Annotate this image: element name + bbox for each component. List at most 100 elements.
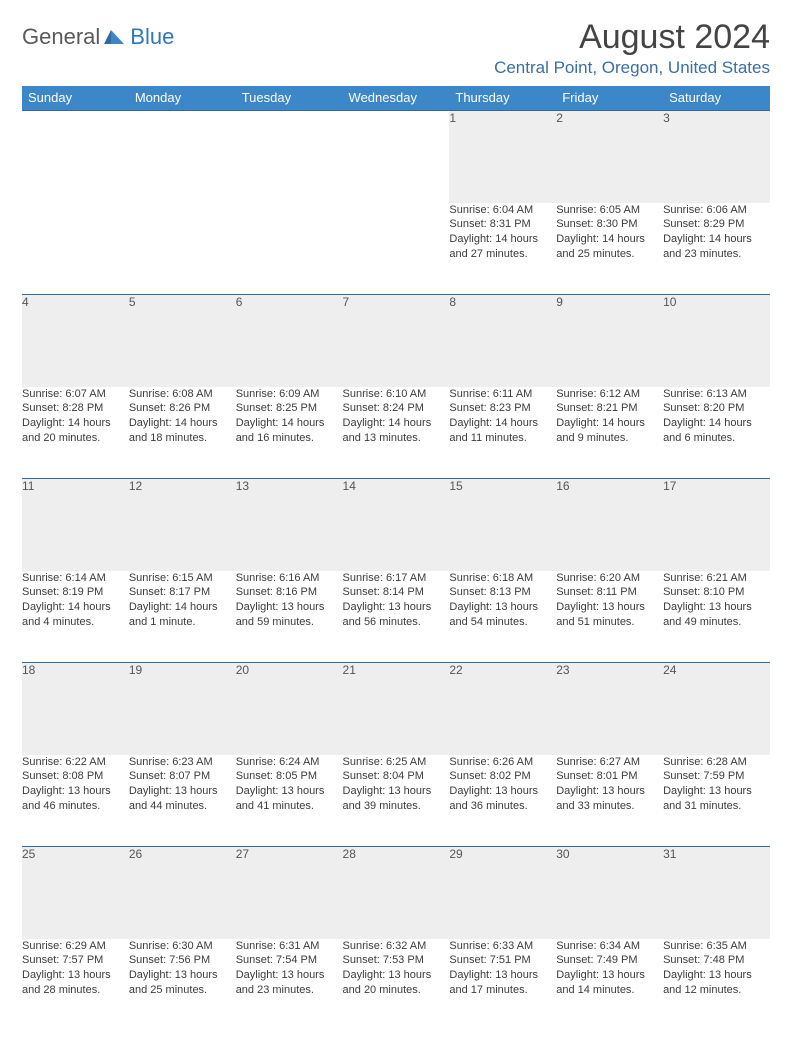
calendar-page: General Blue August 2024 Central Point, … xyxy=(0,0,792,1043)
sunset-text: Sunset: 8:26 PM xyxy=(129,401,236,416)
sunrise-text: Sunrise: 6:33 AM xyxy=(449,939,556,954)
day-cell: Sunrise: 6:05 AMSunset: 8:30 PMDaylight:… xyxy=(556,203,663,295)
day-cell xyxy=(22,203,129,295)
day2-text: and 13 minutes. xyxy=(343,431,450,446)
day-cell xyxy=(343,203,450,295)
day-number-row: 25262728293031 xyxy=(22,847,770,939)
sunset-text: Sunset: 8:16 PM xyxy=(236,585,343,600)
day1-text: Daylight: 13 hours xyxy=(343,968,450,983)
day-cell xyxy=(236,203,343,295)
day-cell: Sunrise: 6:31 AMSunset: 7:54 PMDaylight:… xyxy=(236,939,343,1031)
day-number: 15 xyxy=(449,479,556,571)
logo-text-2: Blue xyxy=(130,24,174,50)
day-cell: Sunrise: 6:34 AMSunset: 7:49 PMDaylight:… xyxy=(556,939,663,1031)
day2-text: and 17 minutes. xyxy=(449,983,556,998)
sunset-text: Sunset: 7:49 PM xyxy=(556,953,663,968)
day-number: 9 xyxy=(556,295,663,387)
sunset-text: Sunset: 7:48 PM xyxy=(663,953,770,968)
day-cell: Sunrise: 6:10 AMSunset: 8:24 PMDaylight:… xyxy=(343,387,450,479)
day1-text: Daylight: 13 hours xyxy=(22,784,129,799)
page-header: General Blue August 2024 Central Point, … xyxy=(22,18,770,78)
day-cell: Sunrise: 6:22 AMSunset: 8:08 PMDaylight:… xyxy=(22,755,129,847)
day-number: 16 xyxy=(556,479,663,571)
sunrise-text: Sunrise: 6:28 AM xyxy=(663,755,770,770)
sunset-text: Sunset: 8:25 PM xyxy=(236,401,343,416)
weekday-header: Sunday xyxy=(22,86,129,111)
sunrise-text: Sunrise: 6:30 AM xyxy=(129,939,236,954)
day-cell: Sunrise: 6:16 AMSunset: 8:16 PMDaylight:… xyxy=(236,571,343,663)
day-number: 17 xyxy=(663,479,770,571)
weekday-header: Monday xyxy=(129,86,236,111)
sunset-text: Sunset: 8:29 PM xyxy=(663,217,770,232)
sunset-text: Sunset: 8:31 PM xyxy=(449,217,556,232)
day2-text: and 14 minutes. xyxy=(556,983,663,998)
sunrise-text: Sunrise: 6:08 AM xyxy=(129,387,236,402)
sunset-text: Sunset: 8:08 PM xyxy=(22,769,129,784)
day-cell: Sunrise: 6:07 AMSunset: 8:28 PMDaylight:… xyxy=(22,387,129,479)
day-number: 18 xyxy=(22,663,129,755)
day-cell: Sunrise: 6:14 AMSunset: 8:19 PMDaylight:… xyxy=(22,571,129,663)
logo-flag-icon xyxy=(104,24,126,50)
sunrise-text: Sunrise: 6:16 AM xyxy=(236,571,343,586)
sunrise-text: Sunrise: 6:34 AM xyxy=(556,939,663,954)
day-cell: Sunrise: 6:30 AMSunset: 7:56 PMDaylight:… xyxy=(129,939,236,1031)
day1-text: Daylight: 13 hours xyxy=(556,600,663,615)
day1-text: Daylight: 14 hours xyxy=(449,416,556,431)
day1-text: Daylight: 13 hours xyxy=(22,968,129,983)
day1-text: Daylight: 13 hours xyxy=(236,600,343,615)
day2-text: and 56 minutes. xyxy=(343,615,450,630)
sunrise-text: Sunrise: 6:35 AM xyxy=(663,939,770,954)
sunset-text: Sunset: 8:20 PM xyxy=(663,401,770,416)
day2-text: and 11 minutes. xyxy=(449,431,556,446)
day2-text: and 44 minutes. xyxy=(129,799,236,814)
day2-text: and 51 minutes. xyxy=(556,615,663,630)
day1-text: Daylight: 14 hours xyxy=(663,416,770,431)
weekday-header: Wednesday xyxy=(343,86,450,111)
day-cell: Sunrise: 6:24 AMSunset: 8:05 PMDaylight:… xyxy=(236,755,343,847)
day-number: 21 xyxy=(343,663,450,755)
sunrise-text: Sunrise: 6:13 AM xyxy=(663,387,770,402)
day1-text: Daylight: 14 hours xyxy=(236,416,343,431)
day2-text: and 28 minutes. xyxy=(22,983,129,998)
day-cell: Sunrise: 6:26 AMSunset: 8:02 PMDaylight:… xyxy=(449,755,556,847)
day-number: 30 xyxy=(556,847,663,939)
day1-text: Daylight: 13 hours xyxy=(449,968,556,983)
day-number: 11 xyxy=(22,479,129,571)
day2-text: and 39 minutes. xyxy=(343,799,450,814)
sunset-text: Sunset: 7:56 PM xyxy=(129,953,236,968)
day-number: 25 xyxy=(22,847,129,939)
day-number: 19 xyxy=(129,663,236,755)
sunrise-text: Sunrise: 6:10 AM xyxy=(343,387,450,402)
day-cell: Sunrise: 6:29 AMSunset: 7:57 PMDaylight:… xyxy=(22,939,129,1031)
day-cell: Sunrise: 6:23 AMSunset: 8:07 PMDaylight:… xyxy=(129,755,236,847)
day1-text: Daylight: 13 hours xyxy=(556,784,663,799)
day-cell: Sunrise: 6:32 AMSunset: 7:53 PMDaylight:… xyxy=(343,939,450,1031)
sunrise-text: Sunrise: 6:15 AM xyxy=(129,571,236,586)
day2-text: and 9 minutes. xyxy=(556,431,663,446)
day-cell: Sunrise: 6:20 AMSunset: 8:11 PMDaylight:… xyxy=(556,571,663,663)
day-number: 29 xyxy=(449,847,556,939)
sunrise-text: Sunrise: 6:32 AM xyxy=(343,939,450,954)
day-cell: Sunrise: 6:25 AMSunset: 8:04 PMDaylight:… xyxy=(343,755,450,847)
weekday-header-row: Sunday Monday Tuesday Wednesday Thursday… xyxy=(22,86,770,111)
day1-text: Daylight: 13 hours xyxy=(663,784,770,799)
day-number: 8 xyxy=(449,295,556,387)
day2-text: and 12 minutes. xyxy=(663,983,770,998)
day1-text: Daylight: 13 hours xyxy=(449,600,556,615)
weekday-header: Thursday xyxy=(449,86,556,111)
sunrise-text: Sunrise: 6:17 AM xyxy=(343,571,450,586)
day2-text: and 41 minutes. xyxy=(236,799,343,814)
day-cell: Sunrise: 6:27 AMSunset: 8:01 PMDaylight:… xyxy=(556,755,663,847)
day1-text: Daylight: 13 hours xyxy=(343,784,450,799)
weekday-header: Tuesday xyxy=(236,86,343,111)
calendar-table: Sunday Monday Tuesday Wednesday Thursday… xyxy=(22,86,770,1031)
day2-text: and 54 minutes. xyxy=(449,615,556,630)
day2-text: and 23 minutes. xyxy=(663,247,770,262)
sunset-text: Sunset: 8:02 PM xyxy=(449,769,556,784)
sunset-text: Sunset: 8:24 PM xyxy=(343,401,450,416)
sunrise-text: Sunrise: 6:07 AM xyxy=(22,387,129,402)
day1-text: Daylight: 14 hours xyxy=(449,232,556,247)
day-number: 27 xyxy=(236,847,343,939)
sunrise-text: Sunrise: 6:04 AM xyxy=(449,203,556,218)
day2-text: and 20 minutes. xyxy=(22,431,129,446)
